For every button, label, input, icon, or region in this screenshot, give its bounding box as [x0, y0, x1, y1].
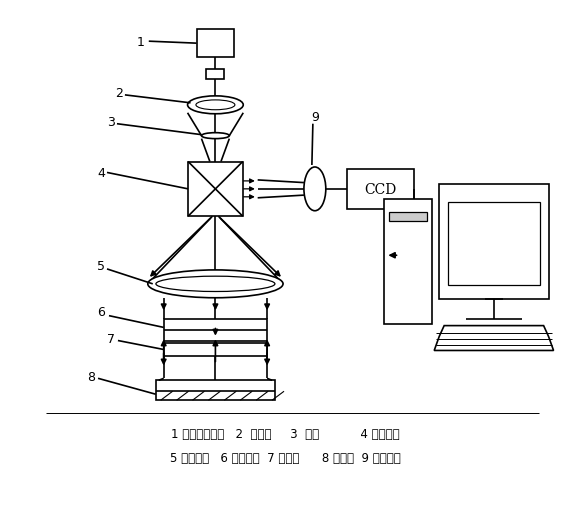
Bar	[164, 319, 267, 341]
Text: 3: 3	[107, 116, 115, 129]
Ellipse shape	[304, 167, 326, 211]
Text: 1: 1	[137, 36, 145, 48]
Bar	[439, 185, 549, 299]
Polygon shape	[434, 326, 553, 351]
Bar	[188, 162, 243, 217]
Ellipse shape	[187, 97, 243, 115]
Ellipse shape	[156, 276, 275, 292]
Bar	[389, 213, 427, 222]
Bar	[385, 200, 432, 324]
Ellipse shape	[201, 133, 229, 139]
Text: 4: 4	[97, 166, 105, 180]
Bar	[206, 70, 224, 80]
Bar	[164, 343, 267, 357]
Text: 5: 5	[97, 260, 105, 273]
Bar	[156, 381, 275, 401]
Text: 6: 6	[97, 305, 105, 319]
Text: 5 准直物镜   6 平面平晶  7 标准面      8 被测面  9 成像镜头: 5 准直物镜 6 平面平晶 7 标准面 8 被测面 9 成像镜头	[170, 451, 400, 465]
Text: 1 半导体激光器   2  扩束镜     3  光圈           4 分光棱镜: 1 半导体激光器 2 扩束镜 3 光圈 4 分光棱镜	[171, 427, 400, 440]
Ellipse shape	[196, 101, 235, 110]
Ellipse shape	[148, 270, 283, 298]
Text: 9: 9	[311, 111, 319, 124]
Text: 7: 7	[107, 332, 115, 346]
Text: CCD: CCD	[364, 183, 397, 196]
Text: 2: 2	[115, 87, 123, 100]
Bar	[448, 203, 539, 285]
Bar	[197, 30, 234, 58]
Bar	[347, 169, 414, 209]
Text: 8: 8	[87, 370, 95, 383]
